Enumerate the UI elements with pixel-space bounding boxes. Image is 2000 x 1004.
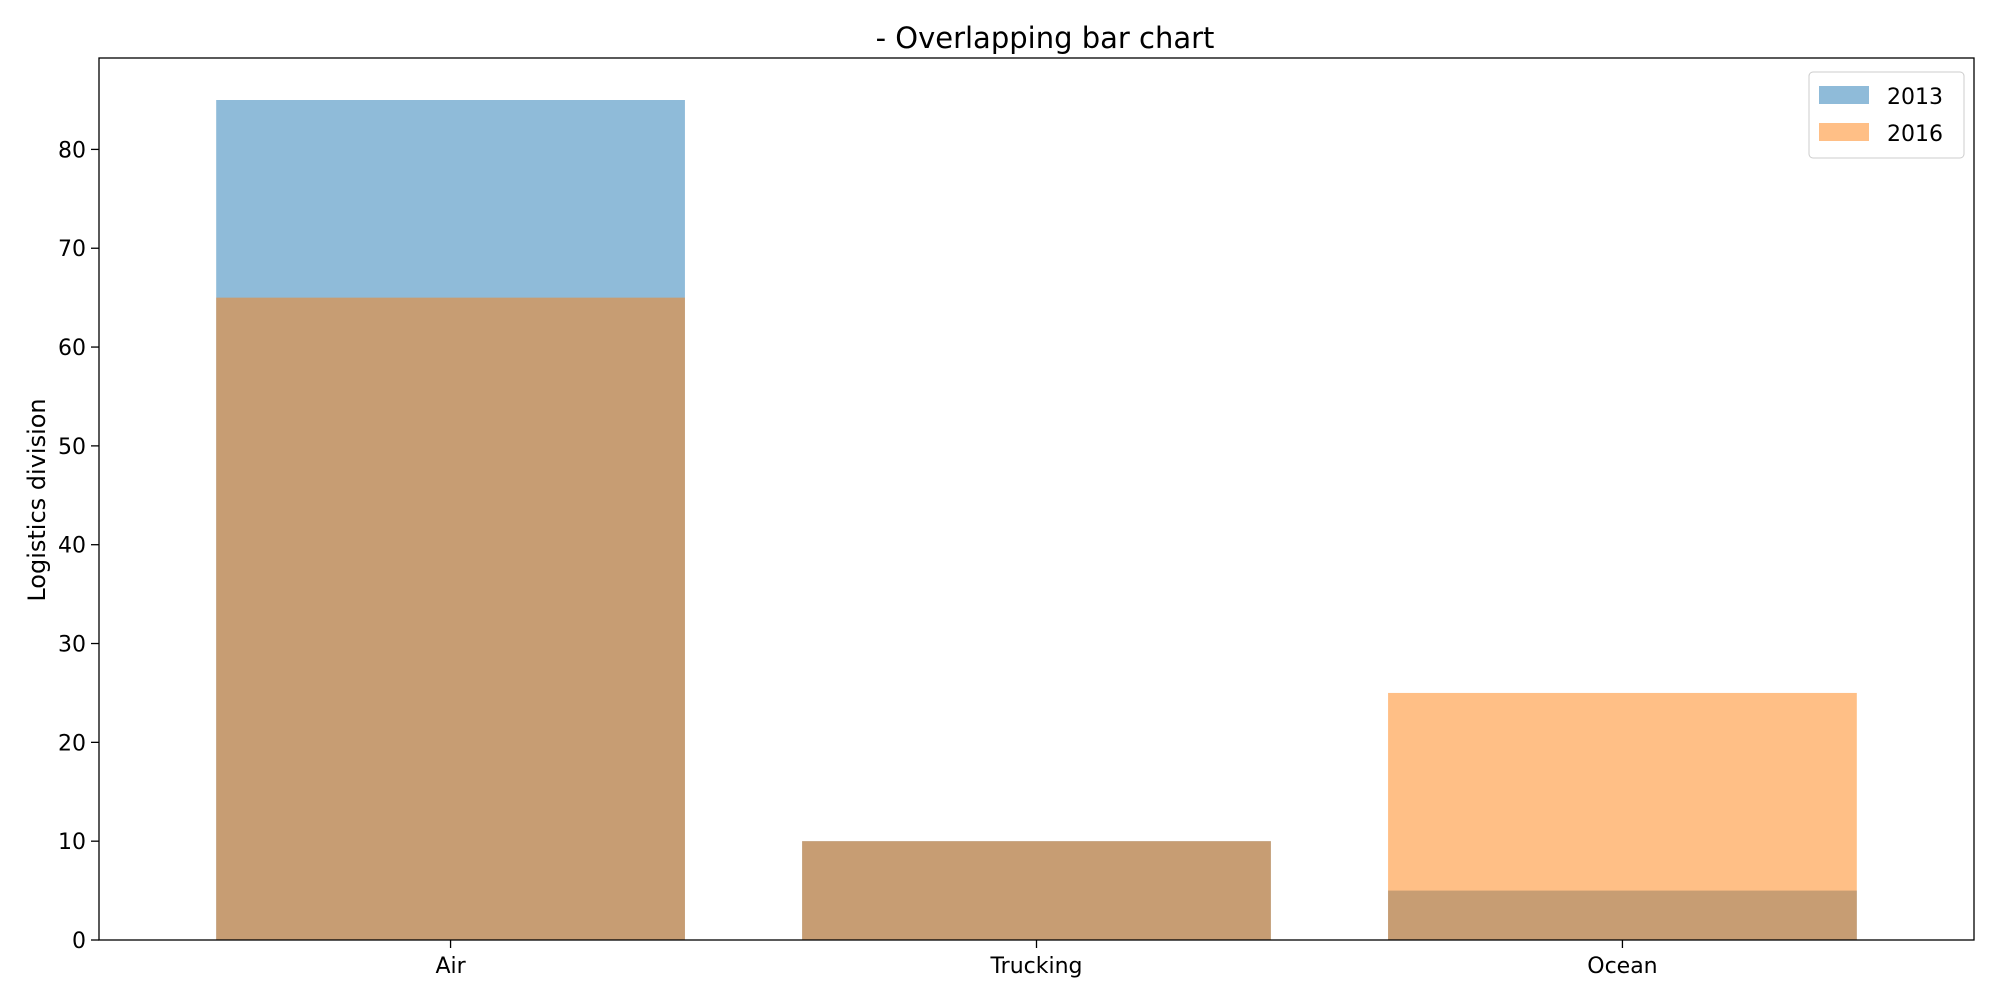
y-tick-label: 10 — [58, 830, 86, 855]
y-tick-label: 70 — [58, 237, 86, 262]
y-tick-label: 0 — [72, 929, 86, 954]
chart-title: - Overlapping bar chart — [876, 21, 1215, 55]
x-axis: Air Trucking Ocean — [435, 940, 1658, 979]
y-tick-label: 40 — [58, 534, 86, 559]
plot-frame — [98, 57, 1975, 941]
y-tick-label: 20 — [58, 731, 86, 756]
bar-2016-trucking — [802, 841, 1271, 940]
legend-swatch — [1819, 86, 1869, 104]
y-tick-label: 50 — [58, 435, 86, 460]
legend: 2013 2016 — [1808, 71, 1965, 159]
y-tick-label: 80 — [58, 138, 86, 163]
bars-group — [216, 100, 1857, 940]
y-axis: 0 10 20 30 40 50 60 70 80 — [58, 138, 99, 954]
legend-swatch — [1819, 123, 1869, 141]
bar-2016-ocean — [1388, 692, 1857, 940]
y-tick-label: 30 — [58, 633, 86, 658]
y-tick-label: 60 — [58, 336, 86, 361]
x-tick-label: Air — [435, 954, 466, 979]
legend-label: 2016 — [1887, 122, 1943, 147]
bar-2016-air — [216, 297, 685, 940]
y-axis-label: Logistics division — [23, 398, 51, 601]
x-tick-label: Ocean — [1587, 954, 1657, 979]
x-tick-label: Trucking — [989, 954, 1082, 979]
legend-label: 2013 — [1887, 85, 1943, 110]
